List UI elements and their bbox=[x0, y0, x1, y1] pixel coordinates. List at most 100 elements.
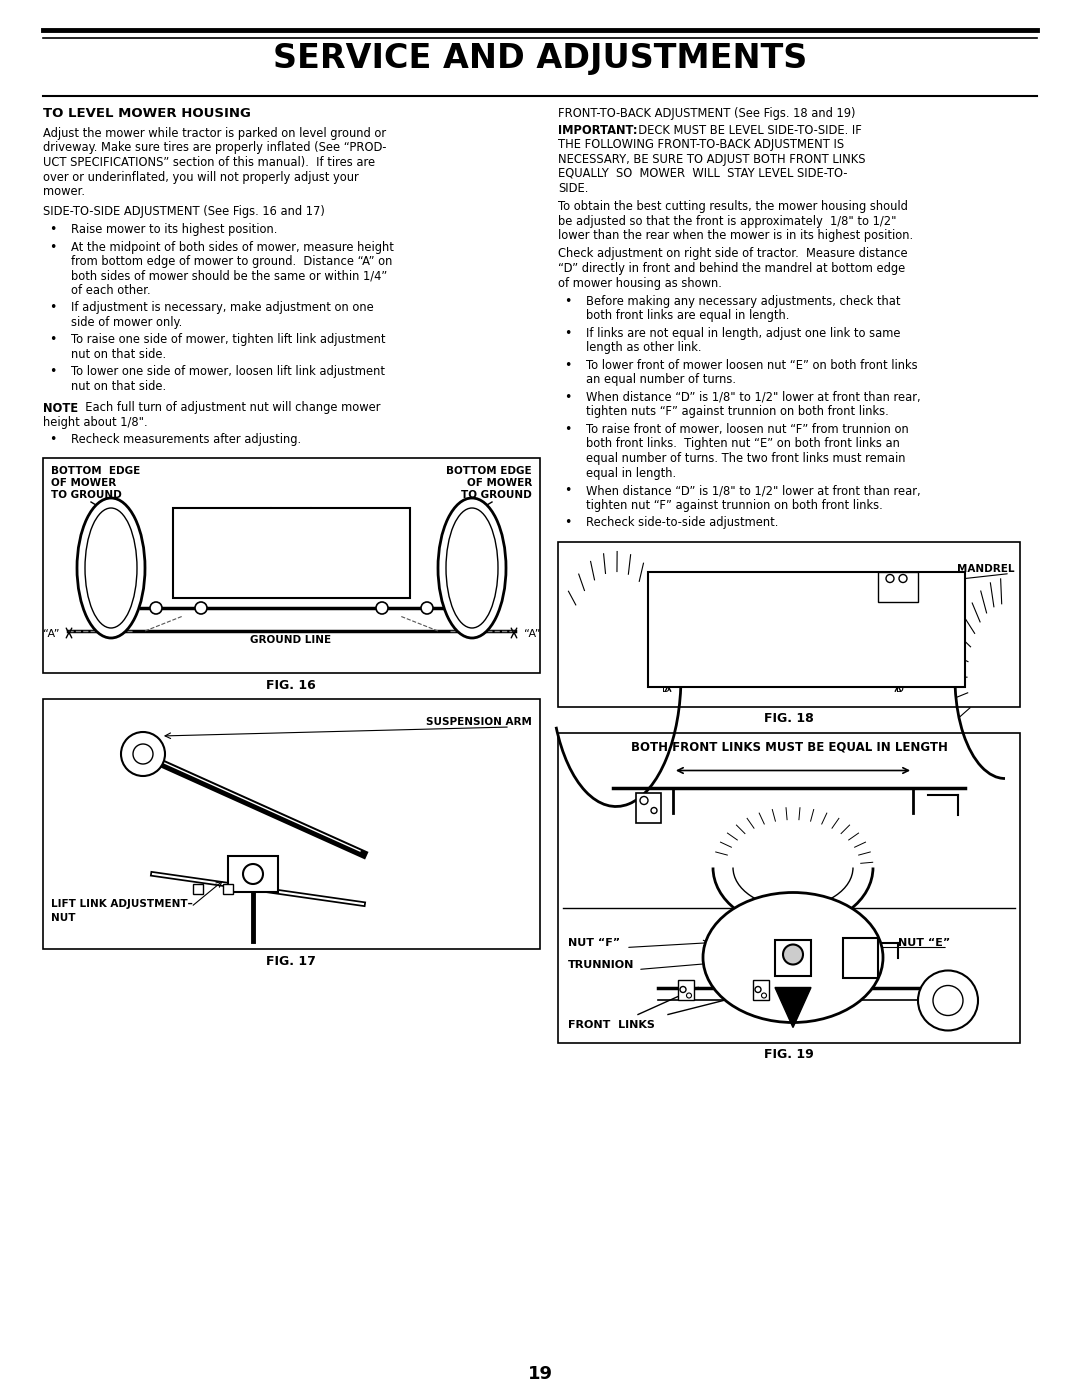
Circle shape bbox=[933, 985, 963, 1016]
Text: NUT “E”: NUT “E” bbox=[897, 937, 950, 947]
Circle shape bbox=[918, 971, 978, 1031]
Text: side of mower only.: side of mower only. bbox=[71, 316, 183, 330]
Bar bbox=[636, 792, 661, 823]
Text: BOTTOM EDGE: BOTTOM EDGE bbox=[446, 467, 532, 476]
Text: IMPORTANT:: IMPORTANT: bbox=[558, 123, 637, 137]
Polygon shape bbox=[775, 988, 811, 1028]
Text: tighten nuts “F” against trunnion on both front links.: tighten nuts “F” against trunnion on bot… bbox=[586, 405, 889, 419]
Text: •: • bbox=[49, 433, 56, 447]
Text: FRONT-TO-BACK ADJUSTMENT (See Figs. 18 and 19): FRONT-TO-BACK ADJUSTMENT (See Figs. 18 a… bbox=[558, 108, 855, 120]
Text: •: • bbox=[564, 359, 571, 372]
Text: To obtain the best cutting results, the mower housing should: To obtain the best cutting results, the … bbox=[558, 200, 908, 212]
Text: both front links.  Tighten nut “E” on both front links an: both front links. Tighten nut “E” on bot… bbox=[586, 437, 900, 450]
Text: EQUALLY  SO  MOWER  WILL  STAY LEVEL SIDE-TO-: EQUALLY SO MOWER WILL STAY LEVEL SIDE-TO… bbox=[558, 168, 848, 180]
Text: MANDREL: MANDREL bbox=[958, 563, 1015, 574]
Text: FIG. 19: FIG. 19 bbox=[765, 1049, 814, 1062]
Bar bbox=[558, 542, 1020, 707]
Text: THE FOLLOWING FRONT-TO-BACK ADJUSTMENT IS: THE FOLLOWING FRONT-TO-BACK ADJUSTMENT I… bbox=[558, 138, 845, 151]
Text: Each full turn of adjustment nut will change mower: Each full turn of adjustment nut will ch… bbox=[78, 401, 380, 415]
Text: of mower housing as shown.: of mower housing as shown. bbox=[558, 277, 721, 289]
Text: over or underinflated, you will not properly adjust your: over or underinflated, you will not prop… bbox=[43, 170, 359, 183]
Circle shape bbox=[783, 944, 804, 964]
Bar bbox=[678, 979, 694, 999]
Text: When distance “D” is 1/8" to 1/2" lower at front than rear,: When distance “D” is 1/8" to 1/2" lower … bbox=[586, 391, 920, 404]
Text: •: • bbox=[564, 391, 571, 404]
Text: an equal number of turns.: an equal number of turns. bbox=[586, 373, 735, 387]
Text: nut on that side.: nut on that side. bbox=[71, 348, 166, 360]
Text: GROUND LINE: GROUND LINE bbox=[251, 636, 332, 645]
Text: FIG. 17: FIG. 17 bbox=[266, 956, 316, 968]
Bar bbox=[775, 940, 811, 975]
Text: Check adjustment on right side of tractor.  Measure distance: Check adjustment on right side of tracto… bbox=[558, 247, 907, 260]
Text: If adjustment is necessary, make adjustment on one: If adjustment is necessary, make adjustm… bbox=[71, 302, 374, 314]
Text: OF MOWER: OF MOWER bbox=[51, 478, 117, 488]
Bar bbox=[753, 979, 769, 999]
Circle shape bbox=[680, 986, 686, 992]
Bar bbox=[843, 937, 878, 978]
Text: height about 1/8".: height about 1/8". bbox=[43, 416, 148, 429]
Text: FIG. 18: FIG. 18 bbox=[765, 712, 814, 725]
Text: “A”: “A” bbox=[524, 629, 540, 638]
Circle shape bbox=[243, 863, 264, 884]
Circle shape bbox=[121, 732, 165, 775]
Circle shape bbox=[687, 993, 691, 997]
Text: BOTH FRONT LINKS MUST BE EQUAL IN LENGTH: BOTH FRONT LINKS MUST BE EQUAL IN LENGTH bbox=[631, 740, 947, 753]
Circle shape bbox=[899, 574, 907, 583]
Text: LIFT LINK ADJUSTMENT–: LIFT LINK ADJUSTMENT– bbox=[51, 900, 192, 909]
Text: SIDE-TO-SIDE ADJUSTMENT (See Figs. 16 and 17): SIDE-TO-SIDE ADJUSTMENT (See Figs. 16 an… bbox=[43, 205, 325, 218]
Text: both front links are equal in length.: both front links are equal in length. bbox=[586, 310, 789, 323]
Bar bbox=[43, 698, 540, 949]
Text: TO GROUND: TO GROUND bbox=[51, 490, 122, 500]
Text: equal in length.: equal in length. bbox=[586, 467, 676, 479]
Circle shape bbox=[195, 602, 207, 615]
Text: TO LEVEL MOWER HOUSING: TO LEVEL MOWER HOUSING bbox=[43, 108, 251, 120]
Text: •: • bbox=[564, 483, 571, 497]
Text: 19: 19 bbox=[527, 1365, 553, 1383]
Text: •: • bbox=[564, 515, 571, 529]
Text: Adjust the mower while tractor is parked on level ground or: Adjust the mower while tractor is parked… bbox=[43, 127, 387, 140]
Bar bbox=[558, 732, 1020, 1042]
Ellipse shape bbox=[438, 497, 507, 638]
Text: •: • bbox=[49, 334, 56, 346]
Text: “A”: “A” bbox=[43, 629, 59, 638]
Text: “D” directly in front and behind the mandrel at bottom edge: “D” directly in front and behind the man… bbox=[558, 263, 905, 275]
Text: Raise mower to its highest position.: Raise mower to its highest position. bbox=[71, 224, 278, 236]
Ellipse shape bbox=[77, 497, 145, 638]
Bar bbox=[43, 458, 540, 673]
Text: be adjusted so that the front is approximately  1/8" to 1/2": be adjusted so that the front is approxi… bbox=[558, 215, 896, 228]
Text: NUT: NUT bbox=[51, 914, 76, 923]
Text: NECESSARY, BE SURE TO ADJUST BOTH FRONT LINKS: NECESSARY, BE SURE TO ADJUST BOTH FRONT … bbox=[558, 152, 865, 165]
Text: mower.: mower. bbox=[43, 184, 85, 198]
Text: SERVICE AND ADJUSTMENTS: SERVICE AND ADJUSTMENTS bbox=[273, 42, 807, 75]
Circle shape bbox=[886, 574, 894, 583]
Text: •: • bbox=[49, 302, 56, 314]
Text: from bottom edge of mower to ground.  Distance “A” on: from bottom edge of mower to ground. Dis… bbox=[71, 256, 392, 268]
Text: SUSPENSION ARM: SUSPENSION ARM bbox=[427, 717, 532, 726]
Text: FIG. 16: FIG. 16 bbox=[266, 679, 315, 692]
Text: length as other link.: length as other link. bbox=[586, 341, 702, 355]
Text: NOTE: NOTE bbox=[43, 401, 78, 415]
Text: TRUNNION: TRUNNION bbox=[568, 960, 634, 970]
Bar bbox=[222, 884, 233, 894]
Bar bbox=[193, 884, 203, 894]
Text: At the midpoint of both sides of mower, measure height: At the midpoint of both sides of mower, … bbox=[71, 240, 394, 253]
Text: equal number of turns. The two front links must remain: equal number of turns. The two front lin… bbox=[586, 453, 905, 465]
Text: •: • bbox=[49, 224, 56, 236]
Text: “D”: “D” bbox=[891, 685, 909, 694]
Text: FRONT  LINKS: FRONT LINKS bbox=[568, 1020, 654, 1031]
Text: •: • bbox=[564, 295, 571, 307]
Text: “D”: “D” bbox=[657, 685, 675, 694]
Text: DECK MUST BE LEVEL SIDE-TO-SIDE. IF: DECK MUST BE LEVEL SIDE-TO-SIDE. IF bbox=[631, 123, 862, 137]
Circle shape bbox=[133, 745, 153, 764]
Text: •: • bbox=[49, 366, 56, 379]
Text: tighten nut “F” against trunnion on both front links.: tighten nut “F” against trunnion on both… bbox=[586, 499, 882, 511]
Bar bbox=[173, 509, 410, 598]
Text: Recheck side-to-side adjustment.: Recheck side-to-side adjustment. bbox=[586, 515, 779, 529]
Text: Recheck measurements after adjusting.: Recheck measurements after adjusting. bbox=[71, 433, 301, 447]
Circle shape bbox=[761, 993, 767, 997]
Text: To lower front of mower loosen nut “E” on both front links: To lower front of mower loosen nut “E” o… bbox=[586, 359, 918, 372]
Text: OF MOWER: OF MOWER bbox=[467, 478, 532, 488]
Circle shape bbox=[421, 602, 433, 615]
Text: To raise one side of mower, tighten lift link adjustment: To raise one side of mower, tighten lift… bbox=[71, 334, 386, 346]
Circle shape bbox=[755, 986, 761, 992]
